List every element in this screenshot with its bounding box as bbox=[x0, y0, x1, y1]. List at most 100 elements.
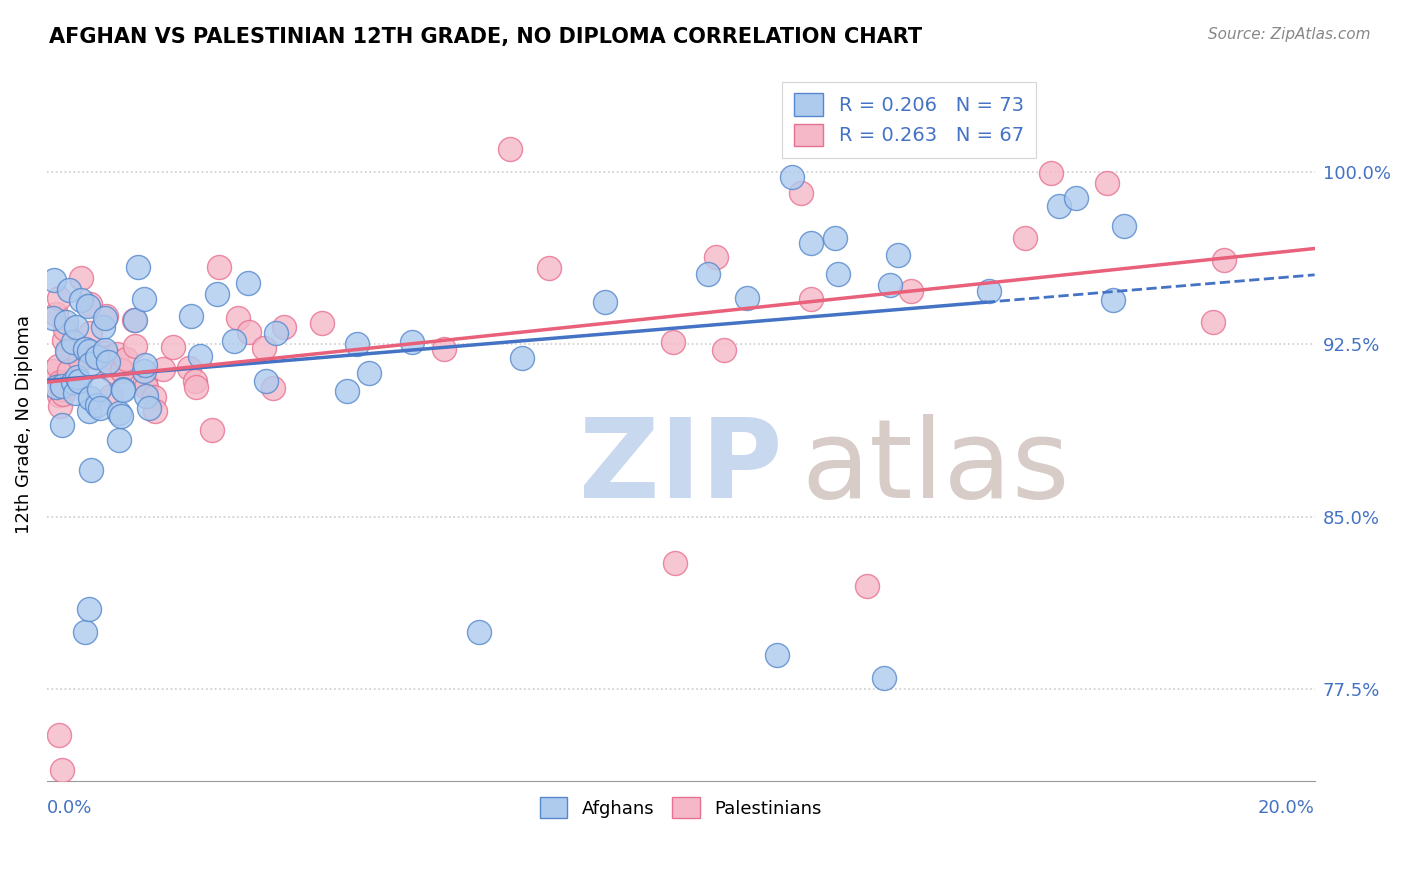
Point bbox=[93, 310, 115, 325]
Point bbox=[110, 409, 132, 424]
Point bbox=[224, 334, 246, 348]
Y-axis label: 12th Grade, No Diploma: 12th Grade, No Diploma bbox=[15, 315, 32, 534]
Point bbox=[262, 381, 284, 395]
Point bbox=[124, 313, 146, 327]
Point bbox=[52, 333, 75, 347]
Text: ZIP: ZIP bbox=[579, 414, 783, 521]
Point bbox=[42, 364, 65, 378]
Point bbox=[79, 296, 101, 310]
Point bbox=[97, 355, 120, 369]
Point bbox=[107, 433, 129, 447]
Point bbox=[89, 401, 111, 415]
Point bbox=[134, 364, 156, 378]
Point bbox=[593, 294, 616, 309]
Point bbox=[697, 267, 720, 281]
Point bbox=[143, 390, 166, 404]
Text: 20.0%: 20.0% bbox=[1258, 799, 1315, 817]
Point bbox=[112, 384, 135, 398]
Point bbox=[58, 364, 80, 378]
Point bbox=[346, 337, 368, 351]
Point bbox=[184, 374, 207, 388]
Point bbox=[208, 260, 231, 275]
Point bbox=[236, 276, 259, 290]
Point bbox=[79, 357, 101, 371]
Point bbox=[127, 260, 149, 275]
Point bbox=[86, 350, 108, 364]
Point bbox=[766, 648, 789, 662]
Point bbox=[264, 326, 287, 340]
Point bbox=[468, 624, 491, 639]
Text: Source: ZipAtlas.com: Source: ZipAtlas.com bbox=[1208, 27, 1371, 42]
Point bbox=[780, 170, 803, 185]
Point bbox=[311, 316, 333, 330]
Point bbox=[52, 387, 75, 401]
Point bbox=[96, 309, 118, 323]
Point bbox=[65, 320, 87, 334]
Point bbox=[73, 342, 96, 356]
Point bbox=[86, 398, 108, 412]
Point bbox=[1047, 199, 1070, 213]
Point bbox=[111, 362, 134, 376]
Point bbox=[537, 260, 560, 275]
Point bbox=[401, 334, 423, 349]
Point bbox=[1066, 191, 1088, 205]
Point bbox=[179, 361, 201, 376]
Point bbox=[48, 728, 70, 742]
Point bbox=[45, 308, 67, 322]
Point bbox=[827, 268, 849, 282]
Point bbox=[51, 763, 73, 777]
Point bbox=[79, 391, 101, 405]
Point bbox=[135, 380, 157, 394]
Point bbox=[58, 283, 80, 297]
Point bbox=[100, 388, 122, 402]
Point bbox=[94, 346, 117, 360]
Point bbox=[70, 293, 93, 308]
Point bbox=[499, 142, 522, 156]
Point bbox=[134, 358, 156, 372]
Point bbox=[273, 320, 295, 334]
Point bbox=[873, 671, 896, 685]
Point bbox=[48, 388, 70, 402]
Point bbox=[1202, 315, 1225, 329]
Point bbox=[97, 351, 120, 365]
Point bbox=[48, 375, 70, 389]
Point bbox=[336, 384, 359, 399]
Point bbox=[887, 248, 910, 262]
Point bbox=[62, 376, 84, 390]
Point bbox=[855, 579, 877, 593]
Text: 0.0%: 0.0% bbox=[46, 799, 93, 817]
Point bbox=[51, 418, 73, 433]
Point bbox=[42, 311, 65, 326]
Point bbox=[105, 347, 128, 361]
Point bbox=[122, 313, 145, 327]
Point bbox=[69, 271, 91, 285]
Point bbox=[135, 388, 157, 402]
Point bbox=[979, 284, 1001, 298]
Point bbox=[713, 343, 735, 357]
Point bbox=[1102, 293, 1125, 307]
Point bbox=[238, 325, 260, 339]
Point bbox=[46, 359, 69, 373]
Point bbox=[124, 339, 146, 353]
Point bbox=[228, 310, 250, 325]
Point bbox=[879, 277, 901, 292]
Point bbox=[91, 320, 114, 334]
Point bbox=[108, 406, 131, 420]
Point bbox=[1095, 176, 1118, 190]
Point bbox=[65, 369, 87, 384]
Point bbox=[143, 404, 166, 418]
Point bbox=[114, 352, 136, 367]
Point bbox=[101, 363, 124, 377]
Point bbox=[69, 353, 91, 368]
Point bbox=[87, 382, 110, 396]
Point bbox=[56, 345, 79, 359]
Point bbox=[77, 343, 100, 358]
Point bbox=[1014, 230, 1036, 244]
Point bbox=[138, 401, 160, 415]
Point bbox=[790, 186, 813, 200]
Point bbox=[77, 601, 100, 615]
Point bbox=[77, 403, 100, 417]
Point bbox=[132, 293, 155, 307]
Point bbox=[664, 556, 686, 570]
Point bbox=[662, 334, 685, 349]
